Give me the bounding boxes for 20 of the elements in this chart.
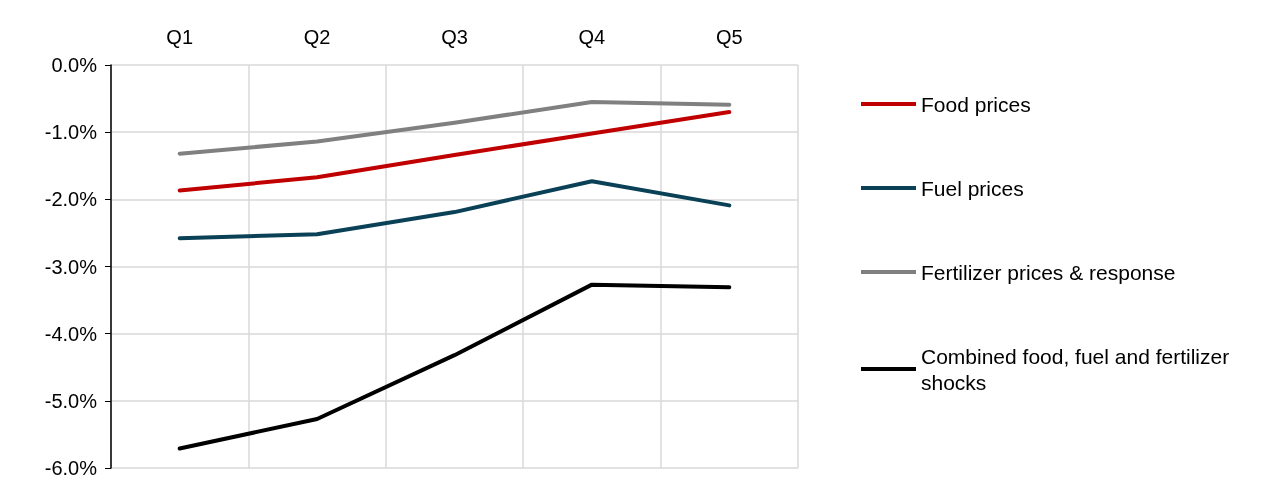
legend-label: Food prices [921,92,1031,116]
y-tick-label: -4.0% [44,322,98,345]
y-tick-label: -1.0% [44,121,98,144]
y-tick-label: -5.0% [44,389,98,412]
x-tick-label: Q1 [166,26,194,48]
legend-label: Combined food, fuel and fertilizer shocks [921,344,1236,394]
x-tick-label: Q2 [303,26,331,48]
y-tick-label: -2.0% [44,188,98,211]
x-tick-label: Q4 [578,26,606,48]
line-series [177,179,732,241]
y-tick-label: -6.0% [44,457,98,479]
line-series [177,110,732,193]
line-series [177,99,732,156]
legend-label: Fertilizer prices & response [921,260,1176,284]
y-tick-label: -3.0% [44,255,98,278]
y-tick-label: 0.0% [51,54,98,76]
x-tick-label: Q5 [715,26,743,48]
x-tick-label: Q3 [441,26,468,48]
line-series [177,282,732,451]
legend-label: Fuel prices [921,176,1024,200]
